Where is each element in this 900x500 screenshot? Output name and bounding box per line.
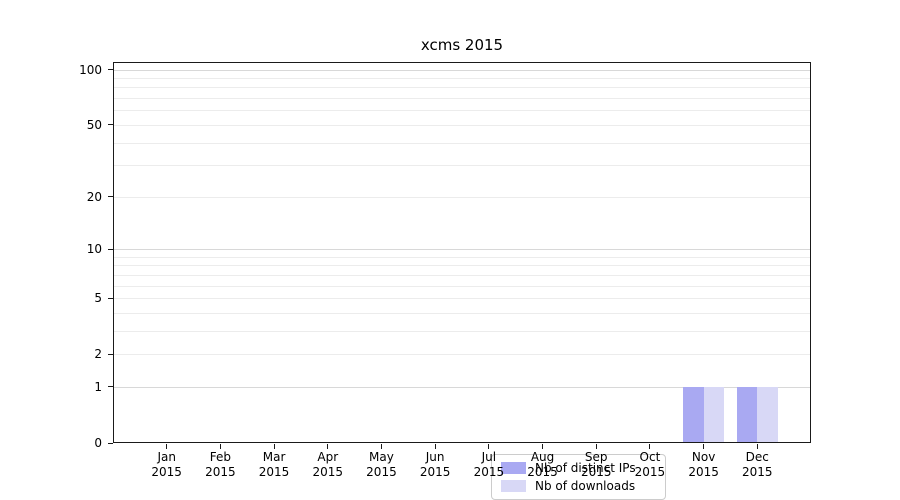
y-tick-label-5: 5 xyxy=(94,291,102,306)
y-tick-50 xyxy=(108,124,113,126)
x-tick-label-jun: Jun 2015 xyxy=(419,450,451,479)
y-tick-label-1: 1 xyxy=(94,379,102,394)
gridline-y-90 xyxy=(114,78,810,80)
gridline-y-30 xyxy=(114,165,810,167)
gridline-y-3 xyxy=(114,330,810,332)
x-tick-label-apr: Apr 2015 xyxy=(312,450,344,479)
y-tick-1 xyxy=(108,386,113,388)
x-tick-apr xyxy=(327,444,329,449)
x-tick-label-mar: Mar 2015 xyxy=(258,450,290,479)
gridline-y-50 xyxy=(114,124,810,126)
legend-item-distinct-ips: Nb of distinct IPs xyxy=(492,459,665,477)
x-tick-label-jul: Jul 2015 xyxy=(473,450,505,479)
y-tick-label-10: 10 xyxy=(86,242,102,256)
x-tick-nov xyxy=(703,444,705,449)
gridline-y-80 xyxy=(114,87,810,89)
x-tick-label-oct: Oct 2015 xyxy=(634,450,666,479)
y-tick-label-50: 50 xyxy=(86,117,102,132)
y-tick-10 xyxy=(108,248,113,250)
x-tick-jan xyxy=(166,444,168,449)
x-tick-feb xyxy=(219,444,221,449)
gridline-y-100 xyxy=(114,69,810,71)
gridline-y-1 xyxy=(114,386,810,388)
gridline-y-10 xyxy=(114,249,810,250)
gridline-y-2 xyxy=(114,354,810,356)
y-tick-5 xyxy=(108,297,113,299)
bar-distinct-ips-dec xyxy=(736,386,758,442)
x-tick-label-jan: Jan 2015 xyxy=(151,450,182,479)
x-tick-mar xyxy=(273,444,275,449)
x-tick-label-feb: Feb 2015 xyxy=(205,450,236,479)
gridline-y-40 xyxy=(114,142,810,144)
x-tick-label-sep: Sep 2015 xyxy=(580,450,612,479)
x-tick-sep xyxy=(595,444,597,449)
x-tick-label-aug: Aug 2015 xyxy=(527,450,558,479)
bar-downloads-nov xyxy=(703,386,725,442)
y-tick-label-100: 100 xyxy=(79,62,102,77)
y-tick-100 xyxy=(108,69,113,71)
x-tick-oct xyxy=(649,444,651,449)
gridline-y-8 xyxy=(114,265,810,267)
x-tick-label-nov: Nov 2015 xyxy=(688,450,719,479)
legend-label-downloads: Nb of downloads xyxy=(535,479,636,493)
x-tick-label-may: May 2015 xyxy=(366,450,397,479)
gridline-y-70 xyxy=(114,98,810,100)
legend-item-downloads: Nb of downloads xyxy=(492,477,665,495)
y-tick-label-2: 2 xyxy=(94,347,102,362)
gridline-y-5 xyxy=(114,298,810,300)
x-tick-jul xyxy=(488,444,490,449)
x-tick-may xyxy=(380,444,382,449)
gridline-y-7 xyxy=(114,274,810,276)
bar-downloads-dec xyxy=(757,386,778,442)
gridline-y-60 xyxy=(114,110,810,112)
plot-area: Nb of distinct IPs Nb of downloads xyxy=(113,62,811,500)
legend: Nb of distinct IPs Nb of downloads xyxy=(491,454,666,500)
gridline-y-6 xyxy=(114,285,810,287)
y-tick-label-20: 20 xyxy=(86,189,102,204)
x-tick-jun xyxy=(434,444,436,449)
y-tick-0 xyxy=(108,442,113,444)
y-tick-20 xyxy=(108,196,113,198)
gridline-y-4 xyxy=(114,312,810,314)
legend-swatch-distinct-ips xyxy=(501,462,526,474)
gridline-y-9 xyxy=(114,256,810,258)
gridline-y-20 xyxy=(114,196,810,198)
x-tick-label-dec: Dec 2015 xyxy=(742,450,773,479)
y-tick-label-0: 0 xyxy=(94,436,102,450)
legend-swatch-downloads xyxy=(501,480,526,492)
y-tick-2 xyxy=(108,353,113,355)
bar-distinct-ips-nov xyxy=(683,386,704,442)
x-tick-dec xyxy=(756,444,758,449)
legend-label-distinct-ips: Nb of distinct IPs xyxy=(535,461,636,475)
chart-title: xcms 2015 xyxy=(420,36,504,54)
x-tick-aug xyxy=(542,444,544,449)
